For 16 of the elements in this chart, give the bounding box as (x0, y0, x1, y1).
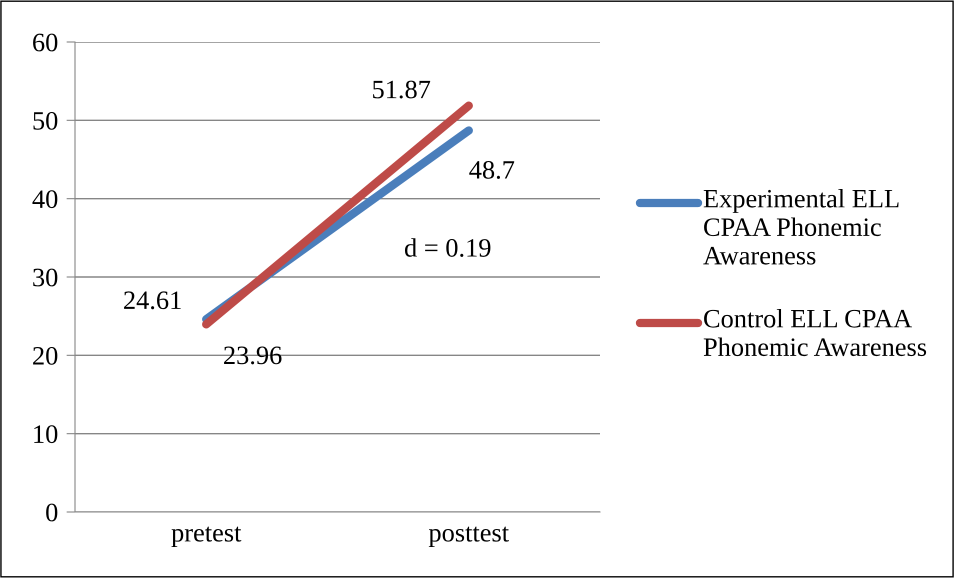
y-tick-label: 10 (34, 425, 58, 444)
y-tick-label: 20 (33, 346, 58, 365)
x-tick-label: posttest (428, 526, 509, 548)
y-tick-label: 50 (33, 112, 58, 130)
y-tick-label: 60 (33, 34, 58, 52)
y-tick-label: 40 (32, 190, 58, 208)
y-tick-label: 0 (46, 504, 58, 522)
data-label: 23.96 (224, 346, 282, 364)
annotation: d = 0.19 (404, 238, 490, 257)
legend-label: Control ELL CPAA Phonemic Awareness (704, 309, 926, 356)
data-label: 48.7 (469, 160, 514, 179)
data-label: 51.87 (373, 80, 430, 99)
y-tick-label: 30 (33, 268, 58, 286)
x-tick-label: pretest (172, 526, 242, 548)
legend-label: Experimental ELL CPAA Phonemic Awareness (703, 189, 899, 265)
data-label: 24.61 (124, 291, 181, 310)
